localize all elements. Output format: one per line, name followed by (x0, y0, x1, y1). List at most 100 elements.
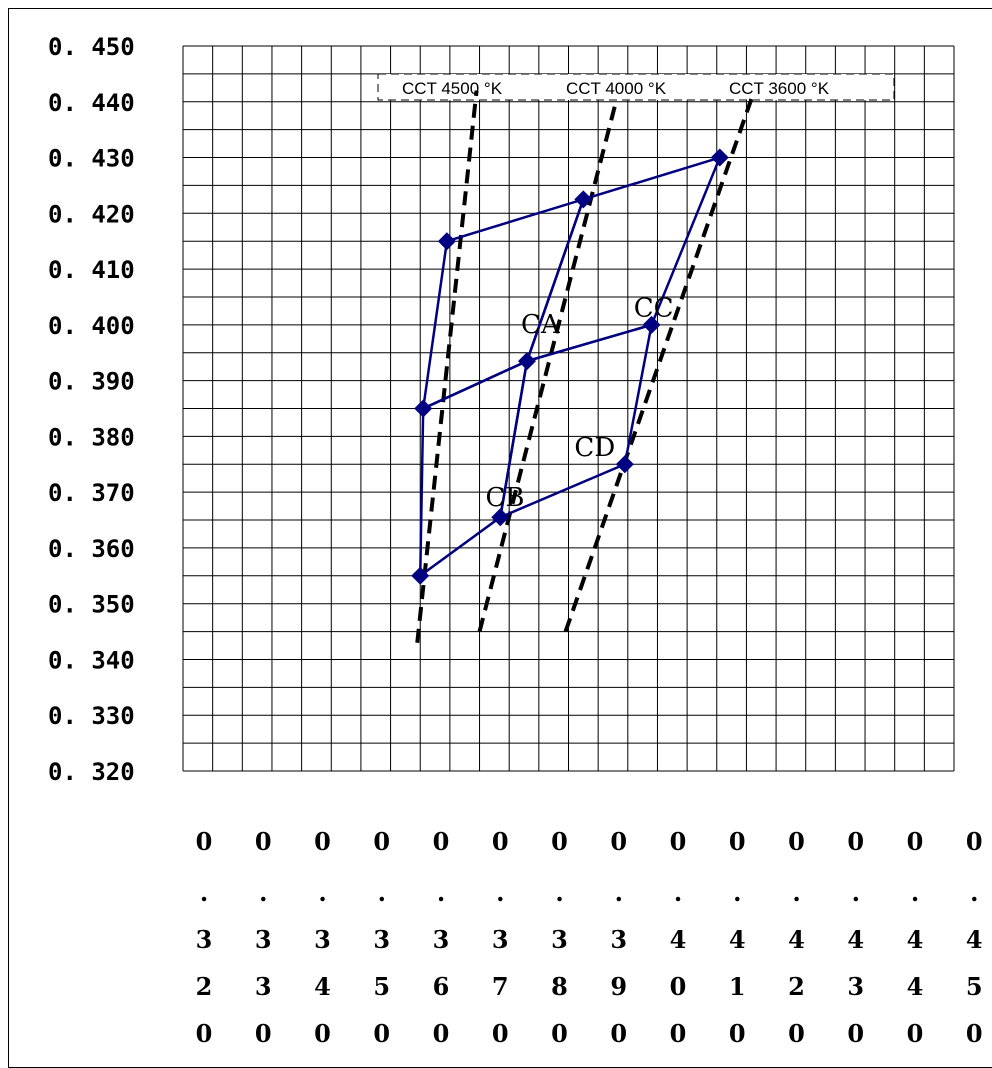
bin-outline (418, 358, 529, 579)
x-tick-char: 0 (847, 827, 864, 856)
x-tick-char: 0 (966, 827, 983, 856)
corner-marker (615, 455, 634, 474)
y-tick-label: 0. 340 (48, 646, 135, 674)
x-tick-char: . (792, 878, 800, 907)
bin-polygons (418, 155, 722, 579)
bin-label: CB (485, 483, 524, 513)
x-tick-char: 3 (551, 925, 568, 954)
x-tick-char: 0 (314, 1019, 331, 1046)
x-tick-char: 3 (492, 925, 509, 954)
x-tick-char: 4 (788, 925, 805, 954)
x-tick-char: 3 (373, 925, 390, 954)
y-tick-label: 0. 420 (48, 200, 135, 228)
corner-marker (414, 399, 433, 418)
y-tick-label: 0. 410 (48, 256, 135, 284)
y-tick-label: 0. 350 (48, 591, 135, 619)
x-tick-label: 0. 4 1 0 (729, 827, 746, 1046)
x-tick-char: 0 (788, 827, 805, 856)
bin-labels: CA CB CC CD (485, 293, 673, 513)
x-tick-label: 0. 3 6 0 (433, 827, 450, 1046)
x-tick-char: . (200, 878, 208, 907)
x-tick-char: 3 (314, 925, 331, 954)
x-tick-char: . (259, 878, 267, 907)
corner-marker (437, 232, 456, 251)
bin-label: CD (574, 433, 615, 463)
x-tick-char: 0 (433, 827, 450, 856)
x-tick-char: 0 (907, 827, 924, 856)
x-tick-char: 4 (847, 925, 864, 954)
x-tick-char: 9 (610, 972, 627, 1001)
x-tick-char: . (970, 878, 978, 907)
x-tick-label: 0. 3 7 0 (492, 827, 509, 1046)
x-tick-char: 0 (610, 827, 627, 856)
x-tick-char: 7 (492, 972, 509, 1001)
x-axis-tick-labels: 0.3200.3300.3400.3500.3600.3700.3800.390… (196, 827, 983, 1046)
bin-label: CA (521, 310, 561, 340)
y-tick-label: 0. 450 (48, 33, 135, 61)
x-tick-char: . (378, 878, 386, 907)
x-tick-char: 0 (729, 1019, 746, 1046)
x-tick-char: . (437, 878, 445, 907)
bin-corner-markers (411, 148, 729, 585)
x-tick-char: 0 (492, 1019, 509, 1046)
y-tick-label: 0. 360 (48, 535, 135, 563)
x-tick-char: 0 (729, 827, 746, 856)
y-tick-label: 0. 330 (48, 702, 135, 730)
x-tick-char: . (615, 878, 623, 907)
x-tick-char: 5 (373, 972, 390, 1001)
cct-label: CCT 3600 °K (729, 79, 830, 98)
x-tick-char: 3 (255, 925, 272, 954)
x-tick-char: . (852, 878, 860, 907)
x-tick-label: 0. 3 3 0 (255, 827, 272, 1046)
x-tick-label: 0. 3 4 0 (314, 827, 331, 1046)
x-tick-char: 0 (966, 1019, 983, 1046)
x-tick-char: 1 (729, 972, 746, 1001)
x-tick-char: 6 (433, 972, 450, 1001)
x-tick-label: 0. 3 9 0 (610, 827, 627, 1046)
y-tick-label: 0. 430 (48, 145, 135, 173)
x-tick-char: . (911, 878, 919, 907)
x-tick-char: 3 (847, 972, 864, 1001)
corner-marker (710, 148, 729, 167)
x-tick-char: 0 (433, 1019, 450, 1046)
x-tick-label: 0. 4 5 0 (966, 827, 983, 1046)
x-tick-char: 5 (966, 972, 983, 1001)
x-tick-char: 0 (196, 827, 213, 856)
x-tick-char: 0 (788, 1019, 805, 1046)
x-tick-label: 0. 4 0 0 (670, 827, 687, 1046)
x-tick-label: 0. 4 3 0 (847, 827, 864, 1046)
y-tick-label: 0. 370 (48, 479, 135, 507)
y-axis-tick-labels: 0. 450 0. 440 0. 430 0. 420 0. 410 0. 400 0. 3… (48, 33, 135, 786)
x-tick-char: 0 (610, 1019, 627, 1046)
x-tick-char: 0 (196, 1019, 213, 1046)
corner-marker (411, 566, 430, 585)
x-tick-char: 3 (255, 972, 272, 1001)
x-tick-char: 0 (551, 1019, 568, 1046)
x-tick-char: 0 (907, 1019, 924, 1046)
x-tick-char: . (318, 878, 326, 907)
cct-header-box (377, 73, 895, 101)
cct-line (477, 101, 618, 633)
cct-lines: CCT 4500 °K CCT 4000 °K CCT 3600 °K (377, 73, 895, 643)
corner-marker (517, 352, 536, 371)
bin-label: CC (634, 293, 674, 323)
y-tick-label: 0. 320 (48, 758, 135, 786)
corner-marker (642, 315, 661, 334)
x-tick-char: 0 (255, 827, 272, 856)
corner-marker (491, 508, 510, 527)
x-tick-label: 0. 4 2 0 (788, 827, 805, 1046)
x-tick-char: 0 (670, 827, 687, 856)
cct-label: CCT 4000 °K (566, 79, 667, 98)
x-tick-char: 3 (433, 925, 450, 954)
x-tick-char: 0 (551, 827, 568, 856)
x-tick-char: . (555, 878, 563, 907)
x-tick-char: 3 (610, 925, 627, 954)
x-tick-char: 4 (966, 925, 983, 954)
x-tick-char: 0 (847, 1019, 864, 1046)
x-tick-char: 3 (196, 925, 213, 954)
x-tick-char: 4 (907, 972, 924, 1001)
x-tick-char: 0 (373, 827, 390, 856)
x-tick-char: 4 (729, 925, 746, 954)
x-tick-char: 0 (492, 827, 509, 856)
